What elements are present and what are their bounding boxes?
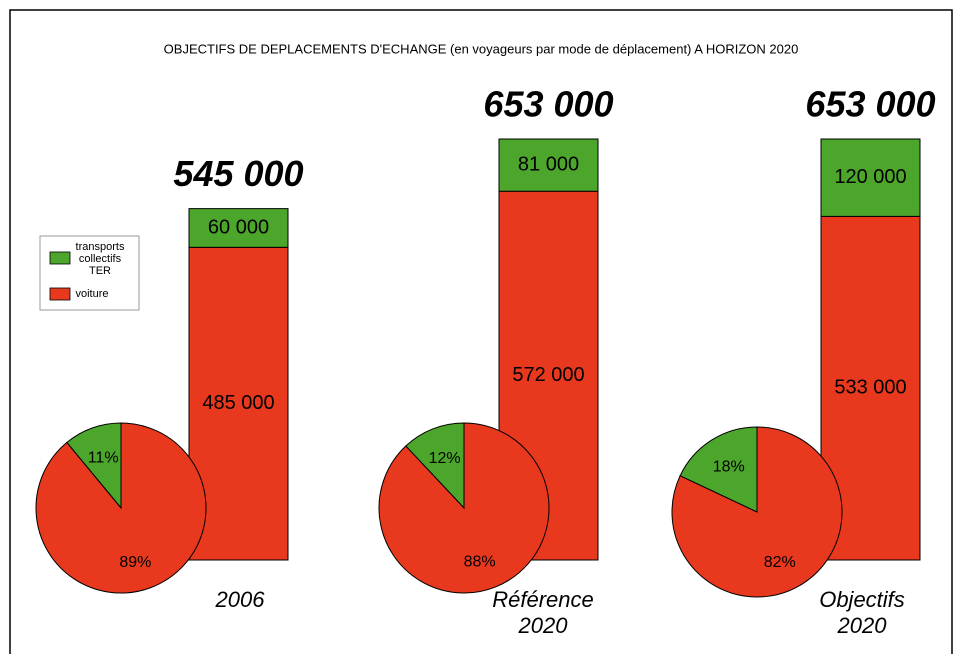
bar-value-label: 572 000 [512,364,584,386]
legend-label: voiture [75,288,109,300]
pie-slice [35,422,207,594]
bar-segment [820,138,921,217]
total-label: 545 000 [173,153,303,194]
pie-value-label: 18% [713,459,745,476]
pie-value-label: 12% [429,450,461,467]
pie-value-label: 11% [88,450,119,467]
bar-value-label: 533 000 [834,376,906,398]
bar-value-label: 120 000 [834,166,906,188]
category-label: 2006 [215,587,265,612]
bar-segment [188,208,289,248]
bar-value-label: 60 000 [208,216,269,238]
category-label: Référence 2020 [492,587,594,638]
bar-segment [498,138,599,192]
chart-title: OBJECTIFS DE DEPLACEMENTS D'ECHANGE (en … [164,41,799,56]
total-label: 653 000 [805,84,935,125]
bar-value-label: 81 000 [518,153,579,175]
legend-swatch [49,251,71,265]
pie-slice [378,422,550,594]
bar-value-label: 485 000 [202,392,274,414]
total-label: 653 000 [483,84,613,125]
pie-value-label: 82% [764,554,796,571]
pie-slice [679,426,758,513]
frame [9,9,953,654]
legend-label: transports collectifs TER [75,241,125,277]
pie-slice [671,426,843,598]
pie-value-label: 88% [464,554,496,571]
pie-slice [405,422,465,510]
category-label: Objectifs 2020 [819,587,905,638]
pie-value-label: 89% [119,554,151,571]
legend-swatch [49,287,71,301]
